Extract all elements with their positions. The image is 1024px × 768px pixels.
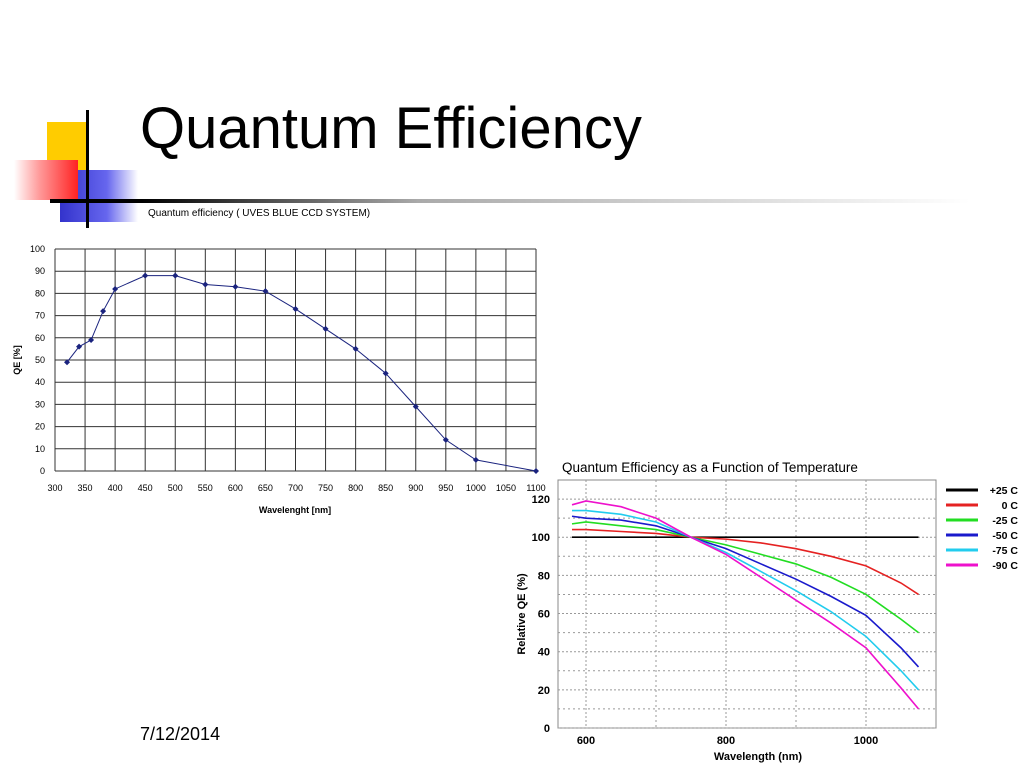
deco-horizontal-rule (50, 199, 970, 203)
chart1-data-point (442, 436, 449, 443)
chart1-x-tick-label: 400 (108, 483, 123, 493)
chart1-y-tick-label: 80 (35, 288, 45, 298)
chart2-y-tick-label: 0 (544, 723, 550, 735)
chart2-x-tick-label: 1000 (854, 735, 878, 747)
chart2-series-line (571, 515, 920, 668)
chart1-data-point (322, 325, 329, 332)
chart1-title: Quantum efficiency ( UVES BLUE CCD SYSTE… (148, 208, 370, 219)
chart1-grid (54, 248, 537, 472)
chart1-data-point (64, 359, 71, 366)
chart1-x-tick-label: 1000 (466, 483, 486, 493)
chart1-y-tick-label: 100 (30, 244, 45, 254)
chart2-x-tick-label: 600 (577, 735, 595, 747)
chart2-series-line (572, 509, 920, 691)
chart1-data-point (292, 305, 299, 312)
chart1-x-tick-label: 700 (288, 483, 303, 493)
chart1-x-ticks: 300 350 400 450 500 550 600 650 700 750 800 850 900 9… (47, 483, 545, 493)
chart2-series-line (572, 528, 919, 596)
chart2-legend-label: -25 C (992, 515, 1018, 527)
chart2-legend-label: -75 C (992, 545, 1018, 557)
chart1-x-tick-label: 500 (168, 483, 183, 493)
chart1-series (64, 272, 539, 474)
chart1-y-tick-label: 0 (40, 466, 45, 476)
chart1-data-point (142, 272, 149, 279)
chart1-y-tick-label: 60 (35, 333, 45, 343)
chart2-y-tick-label: 40 (538, 647, 550, 659)
chart1-y-tick-label: 20 (35, 422, 45, 432)
chart1-y-tick-label: 40 (35, 377, 45, 387)
chart1-y-tick-label: 70 (35, 311, 45, 321)
chart1-data-point (100, 308, 107, 315)
chart1-data-point (232, 283, 239, 290)
chart1-x-tick-label: 900 (408, 483, 423, 493)
chart1-data-point (382, 370, 389, 377)
chart2-y-tick-label: 80 (538, 570, 550, 582)
chart2-x-tick-label: 800 (717, 735, 735, 747)
chart1-x-axis-label: Wavelenght [nm] (259, 505, 331, 515)
slide-date: 7/12/2014 (140, 724, 221, 744)
chart2-legend-label: +25 C (990, 485, 1019, 497)
chart1-y-axis-label: QE [%] (12, 345, 22, 375)
chart1-data-point (76, 343, 83, 350)
chart1-y-tick-label: 90 (35, 266, 45, 276)
chart1-y-tick-label: 30 (35, 399, 45, 409)
chart1-data-point (202, 281, 209, 288)
chart2-series-line (571, 521, 919, 634)
chart1-data-point (412, 403, 419, 410)
chart1-data-point (112, 285, 119, 292)
chart2-y-tick-label: 20 (538, 685, 550, 697)
chart1-x-tick-label: 600 (228, 483, 243, 493)
chart1-x-tick-label: 550 (198, 483, 213, 493)
chart1-x-tick-label: 650 (258, 483, 273, 493)
chart2-y-ticks: 0 20 40 60 80 100 120 (532, 494, 550, 735)
chart1-data-point (533, 468, 539, 474)
chart2-y-tick-label: 100 (532, 532, 550, 544)
deco-red-square (14, 160, 78, 200)
slide-title: Quantum Efficiency (140, 96, 642, 161)
chart1-data-point (352, 345, 359, 352)
chart2-y-tick-label: 60 (538, 609, 550, 621)
chart1-data-point (88, 337, 95, 344)
chart1-x-tick-label: 950 (438, 483, 453, 493)
chart2-x-ticks: 600 800 1000 (577, 735, 878, 747)
chart1-x-tick-label: 450 (138, 483, 153, 493)
chart2-legend-label: -90 C (992, 560, 1018, 572)
chart2-series-line (571, 500, 920, 710)
chart2-legend-label: 0 C (1002, 500, 1019, 512)
chart1-data-point (262, 288, 269, 295)
chart1-y-tick-label: 50 (35, 355, 45, 365)
chart1-x-tick-label: 1050 (496, 483, 516, 493)
chart1-data-point (172, 272, 179, 279)
chart2-series (571, 500, 920, 710)
chart1-x-tick-label: 300 (47, 483, 62, 493)
chart2-legend-label: -50 C (992, 530, 1018, 542)
chart2-x-axis-label: Wavelength (nm) (714, 751, 803, 763)
chart1-y-ticks: 0 10 20 30 40 50 60 70 80 90 100 (30, 244, 45, 476)
qe-uves-chart: Quantum efficiency ( UVES BLUE CCD SYSTE… (12, 208, 546, 515)
chart1-data-point (472, 456, 479, 463)
chart2-title: Quantum Efficiency as a Function of Temp… (562, 460, 858, 475)
chart1-x-tick-label: 850 (378, 483, 393, 493)
chart1-x-tick-label: 350 (78, 483, 93, 493)
chart1-qe-line (66, 275, 537, 472)
deco-vertical-rule (86, 110, 89, 228)
chart2-y-tick-label: 120 (532, 494, 550, 506)
chart1-x-tick-label: 750 (318, 483, 333, 493)
chart1-x-tick-label: 1100 (526, 483, 545, 493)
qe-temperature-chart: Quantum Efficiency as a Function of Temp… (516, 460, 1018, 763)
chart1-y-tick-label: 10 (35, 444, 45, 454)
chart1-x-tick-label: 800 (348, 483, 363, 493)
chart2-y-axis-label: Relative QE (%) (516, 573, 528, 655)
chart2-legend: +25 C 0 C -25 C -50 C -75 C -90 C (946, 485, 1018, 572)
